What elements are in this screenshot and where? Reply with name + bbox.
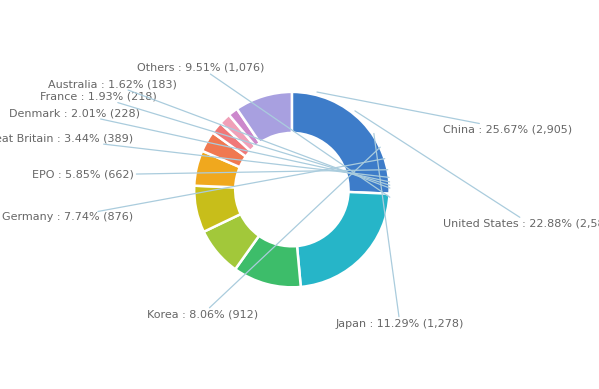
Text: Korea : 8.06% (912): Korea : 8.06% (912): [147, 147, 380, 320]
Text: China : 25.67% (2,905): China : 25.67% (2,905): [317, 92, 573, 134]
Wedge shape: [204, 214, 259, 269]
Text: Denmark : 2.01% (228): Denmark : 2.01% (228): [10, 109, 389, 182]
Wedge shape: [194, 151, 240, 187]
Text: Others : 9.51% (1,076): Others : 9.51% (1,076): [137, 63, 390, 197]
Wedge shape: [292, 92, 389, 194]
Wedge shape: [297, 192, 389, 287]
Wedge shape: [194, 186, 241, 232]
Wedge shape: [237, 92, 292, 143]
Text: Germany : 7.74% (876): Germany : 7.74% (876): [2, 159, 385, 222]
Wedge shape: [213, 123, 250, 156]
Wedge shape: [235, 236, 301, 287]
Text: United States : 22.88% (2,589): United States : 22.88% (2,589): [355, 111, 599, 229]
Text: Japan : 11.29% (1,278): Japan : 11.29% (1,278): [336, 133, 464, 329]
Wedge shape: [229, 109, 260, 146]
Text: France : 1.93% (218): France : 1.93% (218): [40, 92, 390, 185]
Wedge shape: [220, 115, 255, 151]
Wedge shape: [202, 133, 246, 167]
Text: Great Britain : 3.44% (389): Great Britain : 3.44% (389): [0, 134, 389, 177]
Text: Australia : 1.62% (183): Australia : 1.62% (183): [48, 79, 390, 188]
Text: EPO : 5.85% (662): EPO : 5.85% (662): [32, 170, 388, 180]
